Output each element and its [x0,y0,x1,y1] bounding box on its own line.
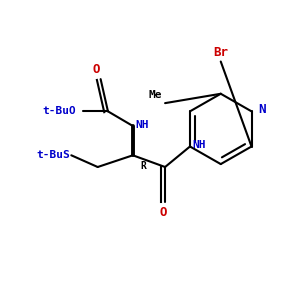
Text: NH: NH [135,120,149,130]
Text: O: O [160,206,167,219]
Text: NH: NH [192,140,206,150]
Text: O: O [92,63,100,76]
Text: t-BuO: t-BuO [42,106,76,116]
Text: t-BuS: t-BuS [36,150,70,160]
Text: Me: Me [149,90,162,100]
Text: Br: Br [213,46,228,59]
Text: R: R [140,161,146,171]
Text: N: N [258,103,266,116]
